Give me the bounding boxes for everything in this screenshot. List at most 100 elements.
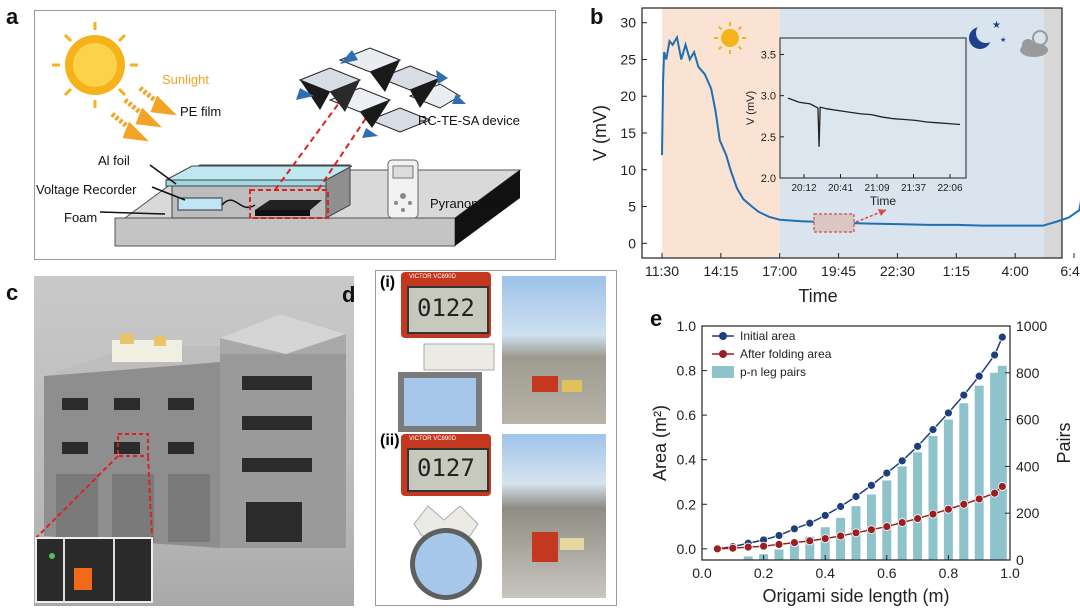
series-point-1 — [897, 518, 907, 527]
pn-pairs-bar — [882, 480, 892, 560]
label-ii: (ii) — [380, 432, 400, 449]
foam-front — [114, 217, 456, 247]
series-point-0 — [882, 468, 892, 478]
series-point-1 — [759, 541, 769, 551]
series-point-1 — [997, 482, 1007, 491]
series-point-1 — [836, 531, 846, 541]
y2-tick-label: 800 — [1016, 365, 1040, 381]
series-point-1 — [743, 542, 753, 552]
star-icon: ★ — [1000, 36, 1006, 44]
pn-pairs-bar — [990, 372, 1000, 560]
y-tick-label: 0.2 — [677, 496, 697, 512]
y2-axis-label: Pairs — [1054, 422, 1074, 463]
y2-tick-label: 400 — [1016, 458, 1040, 474]
foam-side — [455, 170, 520, 246]
inset-frame — [779, 37, 967, 179]
series-point-1 — [805, 536, 815, 546]
inset-y-tick-label: 3.5 — [761, 49, 776, 61]
y-tick-label: 0.0 — [677, 541, 697, 557]
series-point-1 — [990, 488, 1000, 498]
series-point-1 — [913, 514, 923, 523]
panel-d-frame — [375, 270, 617, 606]
pn-pairs-bar — [789, 543, 799, 560]
x-tick-label: 6:45 — [1060, 263, 1080, 279]
y-tick-label: 10 — [620, 162, 636, 178]
series-point-1 — [974, 494, 984, 504]
sunlight-label: Sunlight — [162, 72, 209, 87]
field-photo-ii — [502, 434, 606, 598]
meter-reading-ii: 0127 — [417, 454, 475, 482]
region-cloudy — [1043, 8, 1062, 258]
inset-x-tick-label: 21:37 — [901, 183, 926, 194]
series-point-0 — [866, 480, 876, 490]
x-tick-label: 0.8 — [939, 565, 959, 581]
pn-pairs-bar — [743, 556, 753, 560]
y-axis-label: V (mV) — [590, 105, 610, 161]
device-label: RC-TE-SA device — [418, 113, 520, 128]
series-point-1 — [882, 522, 892, 531]
pn-pairs-bar — [774, 549, 784, 560]
x-tick-label: 0.6 — [877, 565, 897, 581]
inset-y-tick-label: 3.0 — [761, 91, 776, 103]
legend-label: Initial area — [740, 329, 796, 343]
meter-screen-i: 0122 — [407, 286, 489, 334]
y-tick-label: 30 — [620, 15, 636, 31]
meter-reading-i: 0122 — [417, 294, 475, 322]
inset-x-tick-label: 20:12 — [791, 183, 816, 194]
x-tick-label: 17:00 — [762, 263, 797, 279]
x-tick-label: 0.4 — [815, 565, 835, 581]
cloudy-icon — [1020, 30, 1048, 57]
series-point-1 — [866, 525, 876, 535]
legend-label: After folding area — [740, 347, 832, 361]
y-tick-label: 15 — [620, 125, 636, 141]
moon-icon: ★★ — [969, 20, 1006, 49]
panel-a-label: a — [6, 4, 19, 29]
origami-flat-i — [398, 343, 495, 432]
series-point-0 — [990, 350, 1000, 360]
inset-y-axis-label: V (mV) — [745, 91, 757, 125]
y-tick-label: 20 — [620, 88, 636, 104]
meter-brand-i: VICTOR VC890D — [409, 274, 456, 280]
voltage-series-line — [661, 34, 1080, 227]
series-point-1 — [928, 509, 938, 519]
panel-c-label: c — [6, 280, 19, 305]
pn-pairs-bar — [928, 435, 938, 560]
panel-d: d (i) (ii) VICTOR VC890D 0122 VICTOR VC8… — [342, 268, 618, 610]
star-icon: ★ — [992, 20, 1001, 31]
x-tick-label: 1.0 — [1000, 565, 1020, 581]
series-point-1 — [713, 544, 722, 554]
y-tick-label: 0.4 — [677, 452, 697, 468]
x-tick-label: 1:15 — [943, 263, 970, 279]
y-tick-label: 25 — [620, 51, 636, 67]
al-foil-label: Al foil — [98, 153, 130, 168]
panel-b-label: b — [590, 4, 604, 29]
region-day — [662, 8, 780, 258]
panel-b-chart: 11:30 14:15 17:00 19:45 22:30 1:15 4:00 6:45 0 5 1… — [590, 7, 1080, 306]
y2-tick-label: 0 — [1016, 552, 1024, 568]
sun-icon — [52, 22, 138, 108]
pn-pairs-bar — [997, 365, 1007, 560]
inset-x-tick-label: 20:41 — [828, 183, 853, 194]
multimeter-i: VICTOR VC890D 0122 — [401, 272, 491, 338]
panel-b: b 11:30 14:15 17:00 19:45 22:30 1:15 4:00 6:45 0… — [560, 0, 1080, 310]
inset-x-tick-label: 21:09 — [864, 183, 889, 194]
x-tick-label: 0.0 — [692, 565, 712, 581]
inset-series-line — [787, 97, 961, 147]
legend-bar-swatch — [712, 366, 734, 378]
legend-label: p-n leg pairs — [740, 365, 806, 379]
origami-device-icon — [296, 47, 466, 138]
device-plate — [255, 200, 322, 212]
panel-e-label: e — [650, 306, 663, 331]
panel-a: a — [0, 0, 560, 260]
x-tick-label: 22:30 — [880, 263, 915, 279]
series-point-0 — [897, 456, 907, 466]
y-tick-label: 0 — [628, 235, 636, 251]
legend-marker — [719, 332, 727, 340]
x-tick-label: 19:45 — [821, 263, 856, 279]
voltage-recorder-label: Voltage Recorder — [36, 182, 137, 197]
pn-pairs-bar — [820, 527, 830, 560]
sunlight-arrows — [110, 86, 177, 142]
inset-y-tick-label: 2.5 — [761, 132, 776, 144]
series-point-1 — [774, 539, 784, 549]
panel-e-chart: 0.0 0.2 0.4 0.6 0.8 1.00.00.20.40.60.81.00200… — [650, 318, 1074, 606]
